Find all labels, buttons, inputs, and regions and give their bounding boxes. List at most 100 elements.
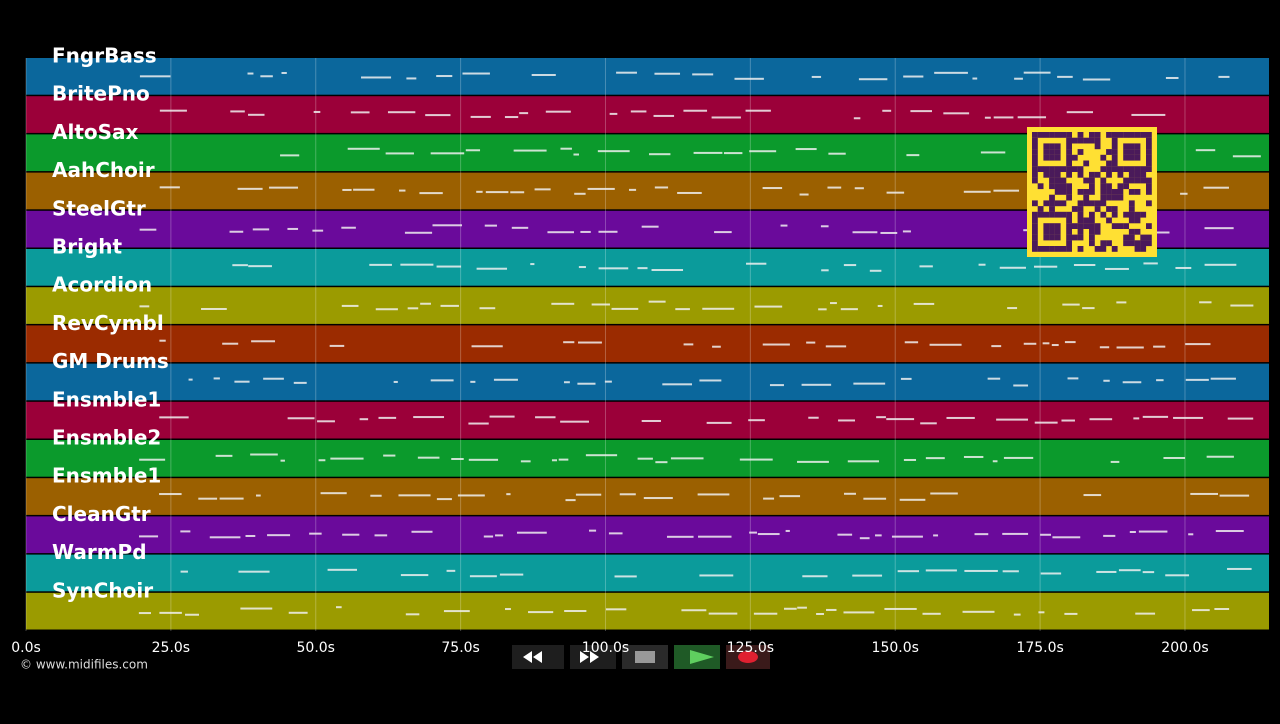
note	[1131, 113, 1166, 116]
note	[818, 308, 827, 311]
track-label: FngrBass	[52, 44, 157, 68]
qr-module	[1077, 228, 1084, 235]
note	[598, 230, 618, 233]
note	[852, 231, 878, 234]
note	[405, 613, 420, 616]
note	[933, 534, 939, 537]
note	[749, 150, 777, 153]
qr-module	[1111, 132, 1118, 138]
note	[1210, 377, 1236, 380]
note	[247, 72, 254, 75]
note	[565, 499, 576, 502]
note	[341, 304, 359, 307]
qr-module	[1089, 189, 1095, 195]
qr-module	[1054, 149, 1061, 155]
record-button[interactable]	[726, 645, 770, 669]
qr-module	[1066, 166, 1072, 172]
note	[1083, 494, 1102, 497]
qr-module	[1037, 206, 1044, 212]
note	[922, 612, 941, 615]
forward-button[interactable]	[570, 645, 616, 669]
qr-module	[1054, 234, 1061, 241]
qr-module	[1111, 154, 1118, 161]
note	[843, 264, 857, 267]
qr-module	[1123, 240, 1129, 247]
qr-module	[1146, 137, 1152, 144]
qr-module	[1054, 143, 1061, 150]
note	[910, 110, 932, 113]
qr-module	[1077, 149, 1084, 155]
note	[1064, 341, 1076, 344]
note	[547, 231, 575, 234]
note	[255, 494, 261, 497]
note	[900, 377, 912, 380]
note	[1014, 77, 1023, 80]
track-band	[26, 58, 1269, 95]
note	[1096, 570, 1117, 573]
qr-module	[1134, 143, 1141, 150]
note	[858, 78, 888, 81]
note	[465, 149, 481, 152]
note	[637, 457, 653, 460]
note	[229, 230, 244, 233]
note	[398, 494, 431, 497]
qr-module	[1054, 228, 1061, 235]
qr-module	[1140, 211, 1147, 218]
note	[232, 264, 248, 267]
rewind-button[interactable]	[512, 645, 564, 669]
note	[711, 116, 741, 119]
note	[934, 71, 968, 74]
qr-module	[1054, 246, 1061, 252]
note	[630, 110, 647, 113]
track-label: Acordion	[52, 273, 152, 297]
track-label: BritePno	[52, 82, 150, 106]
qr-module	[1083, 189, 1090, 195]
qr-module	[1032, 228, 1038, 235]
note	[1082, 78, 1111, 81]
qr-module	[1094, 223, 1101, 229]
note	[1180, 192, 1188, 195]
x-tick-label: 150.0s	[872, 640, 919, 656]
note	[267, 534, 291, 537]
track-label: CleanGtr	[52, 502, 151, 526]
qr-module	[1111, 143, 1118, 150]
qr-module	[1077, 234, 1084, 241]
note	[675, 308, 690, 311]
qr-module	[1032, 149, 1038, 155]
qr-module	[1089, 223, 1095, 229]
note	[578, 341, 602, 344]
qr-module	[1094, 137, 1101, 144]
qr-module	[1123, 154, 1129, 161]
qr-module	[1140, 240, 1147, 247]
stop-button[interactable]	[622, 645, 668, 669]
note	[159, 416, 189, 419]
note	[1163, 456, 1186, 459]
note	[991, 345, 1002, 348]
note	[1188, 533, 1194, 536]
note	[876, 416, 886, 419]
qr-module	[1094, 171, 1101, 178]
note	[763, 497, 775, 500]
note	[1142, 571, 1155, 574]
note	[317, 420, 335, 423]
note	[785, 529, 790, 532]
qr-module	[1117, 166, 1124, 172]
note	[564, 610, 587, 613]
note	[495, 534, 504, 537]
note	[139, 228, 157, 231]
qr-module	[1077, 200, 1084, 207]
note	[471, 345, 503, 348]
note	[327, 568, 358, 571]
note	[762, 343, 790, 346]
note	[385, 152, 414, 155]
play-button[interactable]	[674, 645, 720, 669]
qr-module	[1049, 171, 1055, 178]
qr-module	[1043, 132, 1050, 138]
qr-module	[1066, 171, 1072, 178]
note	[902, 230, 911, 233]
note	[830, 302, 837, 305]
note	[361, 76, 392, 79]
note	[608, 532, 623, 535]
qr-module	[1146, 234, 1152, 241]
